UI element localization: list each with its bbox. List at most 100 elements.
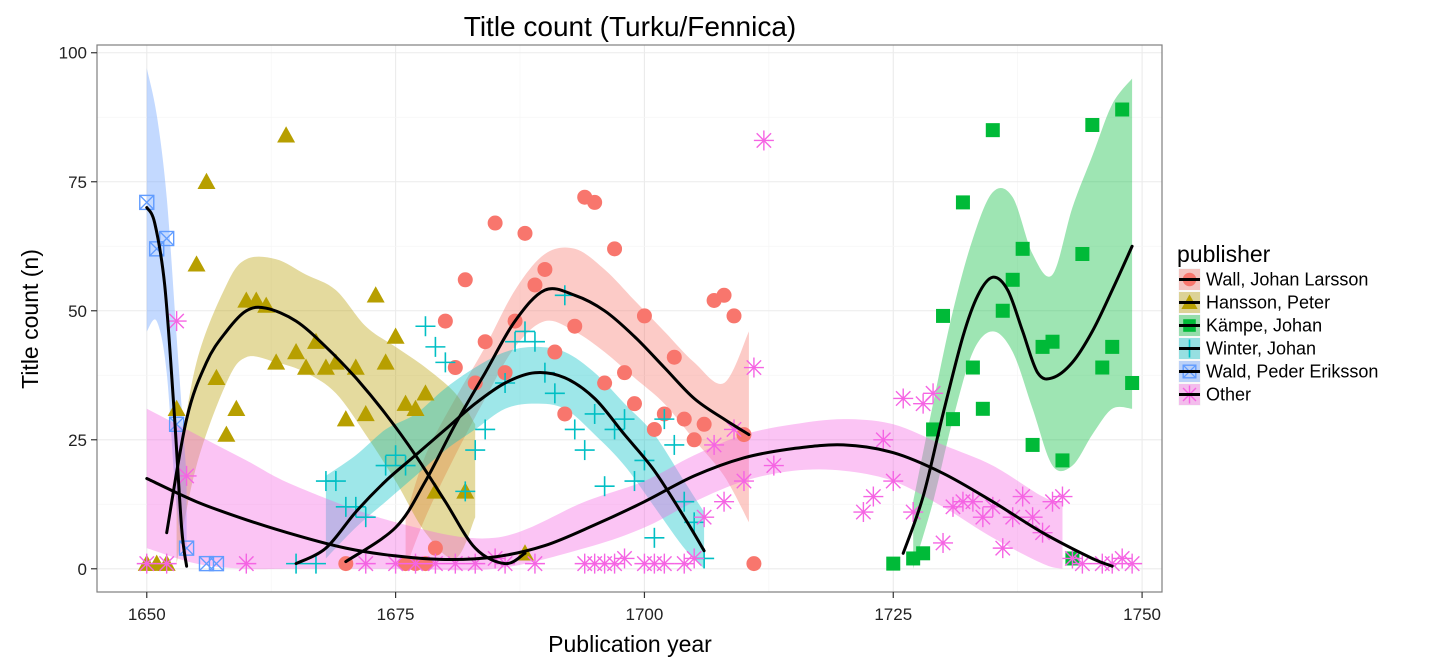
data-point-5-shape: [656, 555, 673, 572]
data-point-5-shape: [238, 555, 254, 572]
data-point-0-shape: [626, 396, 642, 412]
data-point-0-shape: [587, 194, 603, 210]
data-point-0-shape: [567, 318, 583, 334]
data-point-0: [527, 277, 543, 293]
data-point-2: [936, 308, 951, 323]
legend-label: Other: [1206, 385, 1251, 405]
x-tick-label: 1650: [128, 605, 166, 624]
legend-label: Wall, Johan Larsson: [1206, 270, 1368, 290]
data-point-0: [636, 308, 652, 324]
y-tick-label: 75: [68, 173, 87, 192]
data-point-0-shape: [696, 416, 712, 432]
data-point-3: [355, 507, 376, 528]
data-point-3: [544, 383, 565, 404]
data-point-2: [1125, 376, 1140, 391]
data-point-2-shape: [985, 123, 1000, 138]
data-point-0: [617, 365, 633, 381]
data-point-5-shape: [158, 555, 175, 572]
data-point-1: [406, 399, 425, 417]
confidence-band-2: [913, 78, 1133, 569]
data-point-3: [455, 481, 476, 502]
data-point-2: [1105, 339, 1120, 354]
data-point-0: [626, 396, 642, 412]
data-point-1: [247, 291, 266, 308]
data-point-0-shape: [597, 375, 613, 391]
data-point-3: [524, 331, 545, 352]
data-point-0-shape: [497, 365, 513, 381]
data-point-1-shape: [356, 404, 375, 422]
data-point-2-shape: [1125, 376, 1140, 391]
data-point-5-shape: [985, 499, 1001, 515]
data-point-1: [217, 425, 236, 442]
data-point-0: [447, 360, 463, 376]
data-point-5-shape: [686, 550, 702, 567]
data-point-2-shape: [926, 422, 941, 437]
data-point-5: [853, 502, 874, 523]
data-point-5: [355, 553, 376, 574]
confidence-band-1: [176, 256, 476, 564]
data-point-0-shape: [457, 272, 473, 288]
data-point-5: [873, 429, 894, 450]
data-point-5: [1042, 491, 1063, 512]
data-point-3: [305, 553, 326, 574]
data-point-5: [694, 507, 715, 528]
data-point-5: [654, 553, 675, 574]
data-point-5: [136, 553, 157, 574]
x-tick-label: 1700: [626, 605, 664, 624]
legend-label: Wald, Peder Eriksson: [1206, 362, 1378, 382]
data-point-3: [475, 419, 496, 440]
data-point-3: [505, 331, 526, 352]
data-point-0: [567, 318, 583, 334]
data-point-0: [487, 215, 503, 231]
data-point-5: [1072, 553, 1093, 574]
data-point-5-shape: [1024, 509, 1041, 525]
data-point-2-shape: [936, 308, 951, 323]
data-point-1-shape: [386, 327, 405, 344]
data-point-5: [733, 471, 754, 492]
data-point-3: [325, 471, 346, 492]
data-point-1-shape: [366, 286, 385, 303]
data-point-3: [624, 471, 645, 492]
data-point-5: [763, 455, 784, 476]
data-point-0-shape: [726, 308, 742, 324]
data-point-2-shape: [995, 303, 1010, 318]
data-point-0: [666, 349, 682, 365]
data-point-1-shape: [247, 291, 266, 308]
data-point-1: [326, 353, 345, 370]
data-point-0-shape: [666, 349, 682, 365]
data-point-5-shape: [935, 535, 951, 551]
y-axis: 0 25 50 75 100: [59, 44, 97, 579]
data-point-2-shape: [1115, 102, 1130, 117]
data-point-5: [445, 553, 466, 574]
data-point-0-shape: [746, 556, 762, 572]
data-point-2-shape: [955, 195, 970, 210]
plot-panel: [97, 45, 1162, 592]
data-point-2-shape: [1005, 272, 1020, 287]
data-point-5: [714, 491, 735, 512]
data-point-0-shape: [676, 411, 692, 427]
trend-line-3: [294, 370, 706, 566]
data-point-0: [746, 556, 762, 572]
data-point-3: [614, 409, 635, 430]
data-point-5-shape: [387, 555, 404, 572]
data-point-5-shape: [746, 359, 762, 376]
data-point-5: [465, 553, 486, 574]
trend-line-4: [145, 206, 189, 568]
data-point-5-shape: [178, 468, 195, 484]
legend-item: Wall, Johan Larsson: [1177, 267, 1368, 292]
data-point-2: [886, 556, 901, 571]
data-point-5: [166, 311, 187, 332]
data-point-0-shape: [607, 241, 623, 257]
data-point-0: [427, 540, 443, 556]
data-point-0-shape: [517, 225, 533, 241]
data-point-1: [376, 353, 395, 370]
data-point-4: [208, 555, 225, 572]
data-point-2: [955, 195, 970, 210]
y-axis-title: Title count (n): [17, 249, 43, 389]
data-point-0-shape: [537, 261, 553, 277]
data-point-5: [893, 388, 914, 409]
data-point-5: [524, 553, 545, 574]
data-point-1-shape: [326, 353, 345, 370]
x-tick-label: 1750: [1123, 605, 1161, 624]
data-point-3: [594, 476, 615, 497]
